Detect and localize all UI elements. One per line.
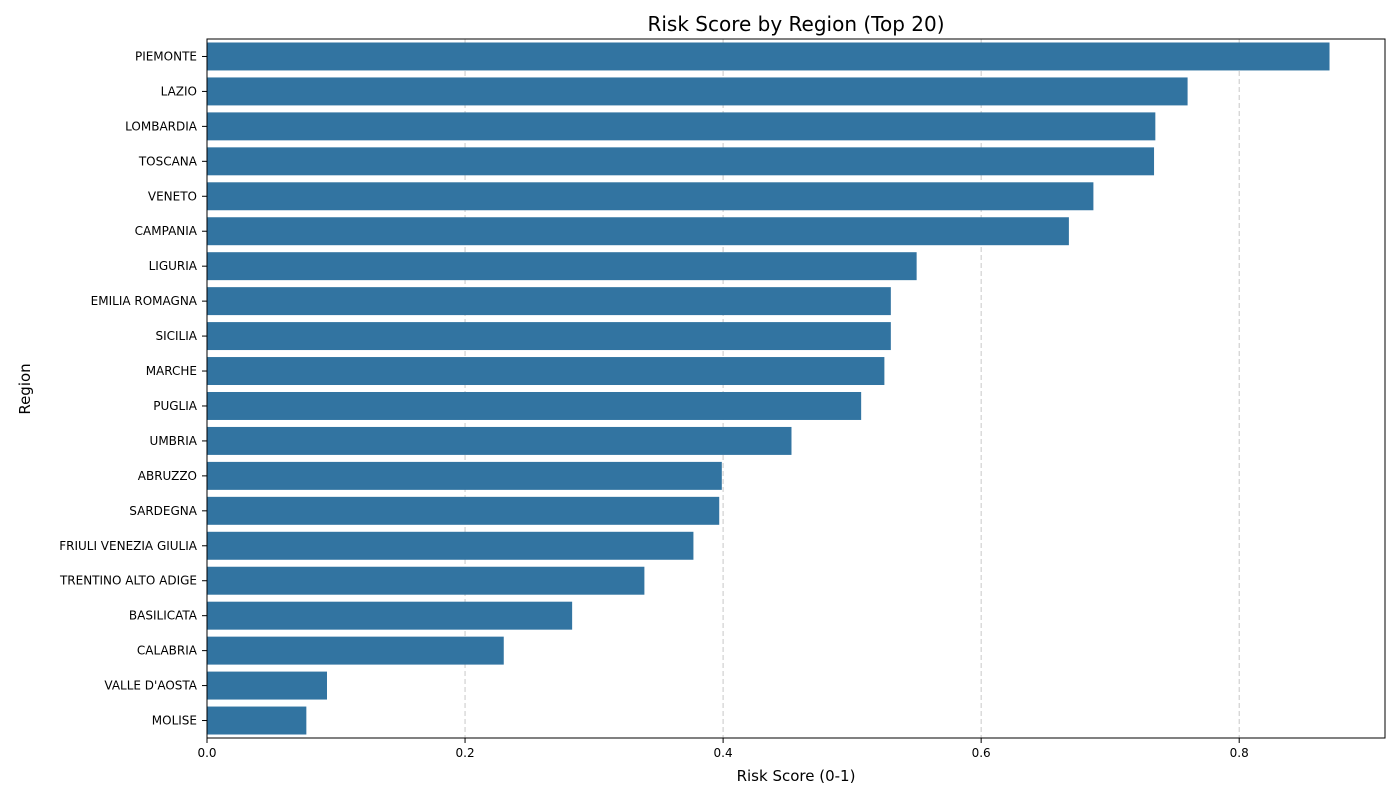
y-tick-label: TOSCANA <box>138 154 198 168</box>
x-tick-label: 0.0 <box>197 746 216 760</box>
y-tick-label: ABRUZZO <box>138 469 197 483</box>
y-axis-label: Region <box>16 363 34 414</box>
y-tick-label: SICILIA <box>155 329 197 343</box>
y-tick-label: LAZIO <box>161 84 197 98</box>
y-tick-label: CAMPANIA <box>135 224 198 238</box>
y-tick-label: FRIULI VENEZIA GIULIA <box>59 539 198 553</box>
bar <box>207 496 720 525</box>
y-tick-label: LOMBARDIA <box>125 119 198 133</box>
bar <box>207 217 1069 246</box>
y-tick-label: VALLE D'AOSTA <box>104 679 197 693</box>
bar <box>207 322 891 351</box>
bars <box>207 42 1330 735</box>
y-tick-label: VENETO <box>148 189 197 203</box>
bar <box>207 671 327 700</box>
bar <box>207 77 1188 106</box>
y-tick-label: BASILICATA <box>129 609 198 623</box>
y-tick-label: EMILIA ROMAGNA <box>91 294 198 308</box>
bar <box>207 636 504 665</box>
y-tick-label: CALABRIA <box>137 644 198 658</box>
y-tick-label: MARCHE <box>146 364 197 378</box>
bar <box>207 42 1330 71</box>
x-tick-label: 0.6 <box>972 746 991 760</box>
bar <box>207 391 862 420</box>
bar <box>207 287 891 316</box>
bar <box>207 357 885 386</box>
grid-lines <box>464 39 1240 738</box>
plot-frame <box>206 38 1386 739</box>
y-tick-label: MOLISE <box>152 714 197 728</box>
x-tick-label: 0.8 <box>1230 746 1249 760</box>
y-tick-label: LIGURIA <box>149 259 198 273</box>
x-tick-label: 0.4 <box>714 746 733 760</box>
y-tick-label: SARDEGNA <box>129 504 197 518</box>
bar <box>207 531 694 560</box>
y-tick-label: PUGLIA <box>153 399 198 413</box>
x-tick-label: 0.2 <box>456 746 475 760</box>
y-tick-label: PIEMONTE <box>135 49 197 63</box>
bar <box>207 147 1155 176</box>
bar <box>207 566 645 595</box>
bar <box>207 706 307 735</box>
bar <box>207 426 792 455</box>
x-axis-label: Risk Score (0-1) <box>737 767 856 785</box>
y-tick-label: TRENTINO ALTO ADIGE <box>59 574 197 588</box>
bar <box>207 252 917 281</box>
bar <box>207 601 573 630</box>
bar <box>207 182 1094 211</box>
y-tick-label: UMBRIA <box>150 434 198 448</box>
x-ticks: 0.0 0.2 0.4 0.6 0.8 <box>197 738 1249 760</box>
chart-title: Risk Score by Region (Top 20) <box>647 12 944 36</box>
y-ticks: PIEMONTE LAZIO LOMBARDIA TOSCANA VENETO CAMPA… <box>59 49 207 728</box>
bar <box>207 461 722 490</box>
bar <box>207 112 1156 141</box>
